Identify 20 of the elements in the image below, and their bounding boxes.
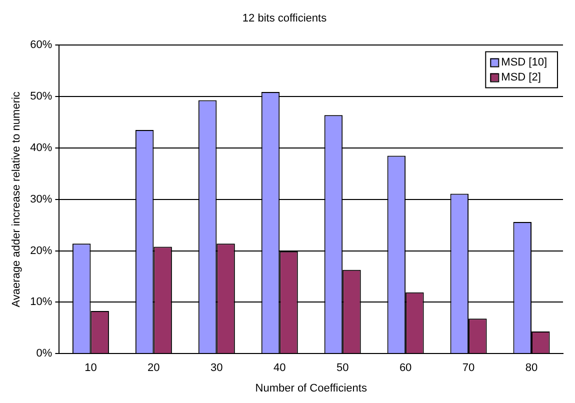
legend-label: MSD [2] bbox=[501, 72, 541, 84]
x-axis-title: Number of Coefficients bbox=[255, 382, 368, 394]
x-tick-label: 20 bbox=[148, 362, 160, 374]
x-tick-label: 10 bbox=[84, 362, 97, 374]
x-tick-label: 40 bbox=[273, 362, 286, 374]
x-tick-label: 60 bbox=[399, 362, 412, 374]
y-tick-label: 0% bbox=[36, 348, 52, 360]
x-tick-label: 80 bbox=[525, 362, 538, 374]
legend-label: MSD [10] bbox=[501, 56, 548, 69]
chart-title: 12 bits cofficients bbox=[242, 12, 328, 25]
x-tick-label: 50 bbox=[336, 362, 349, 374]
x-tick-label: 30 bbox=[210, 362, 223, 374]
y-tick-label: 50% bbox=[30, 90, 52, 103]
y-tick-label: 40% bbox=[30, 142, 52, 154]
y-tick-label: 30% bbox=[30, 193, 52, 206]
y-axis-title: Avaerage adder increase relative to numeric bbox=[10, 91, 23, 308]
y-tick-label: 20% bbox=[30, 244, 52, 257]
y-tick-label: 60% bbox=[30, 39, 52, 52]
x-tick-label: 70 bbox=[462, 362, 475, 374]
y-tick-label: 10% bbox=[30, 296, 52, 308]
